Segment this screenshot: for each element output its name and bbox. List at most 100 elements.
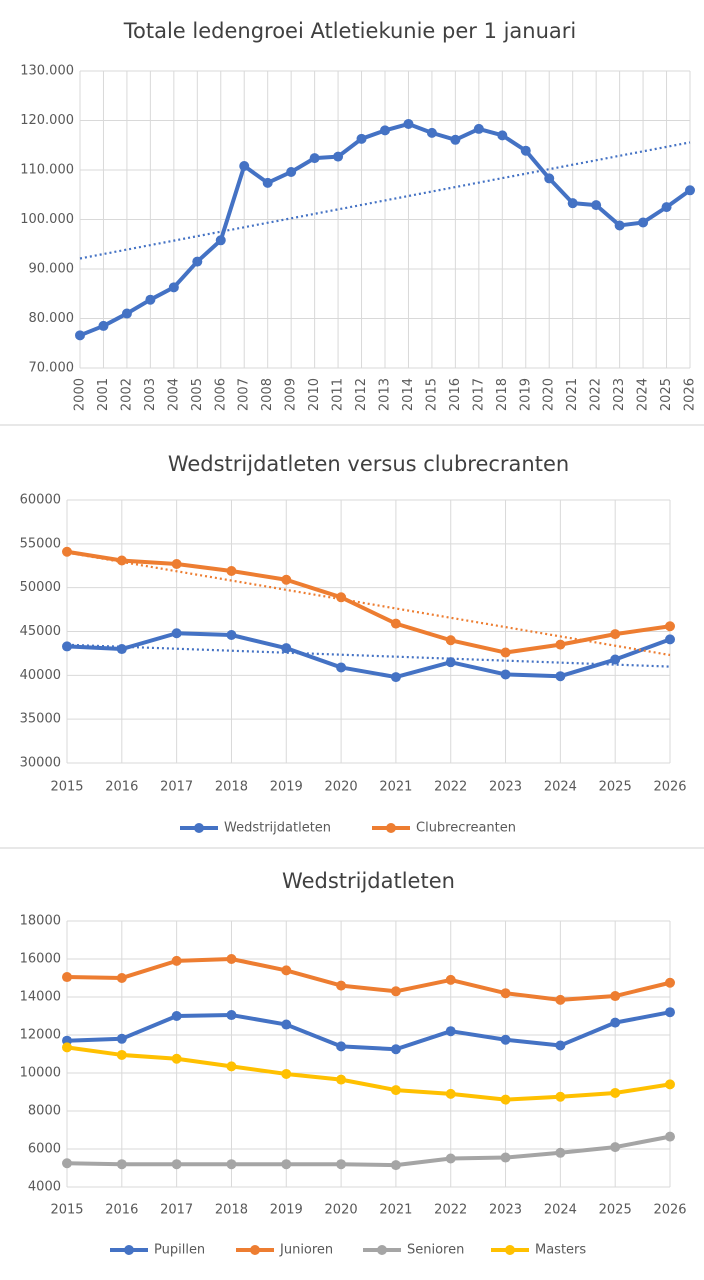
legend-label: Senioren <box>407 1243 464 1258</box>
data-point <box>75 330 85 341</box>
x-tick-label: 2002 <box>119 378 134 411</box>
data-point <box>520 145 531 156</box>
data-point <box>445 635 456 646</box>
data-point <box>192 256 203 267</box>
x-tick-label: 2015 <box>50 780 83 795</box>
data-point <box>116 973 127 983</box>
chart-title: Wedstrijdatleten <box>282 869 455 893</box>
x-tick-label: 2020 <box>542 378 557 411</box>
data-point <box>445 657 456 668</box>
data-point <box>226 630 237 641</box>
trendline <box>66 643 671 668</box>
y-tick-label: 18000 <box>20 914 61 929</box>
series-line <box>66 631 671 680</box>
x-tick-label: 2021 <box>565 378 580 411</box>
data-point <box>336 1159 347 1170</box>
data-point <box>555 1040 566 1051</box>
data-point <box>610 1142 621 1153</box>
data-point <box>555 639 566 650</box>
x-tick-label: 2013 <box>378 378 393 411</box>
x-tick-label: 2026 <box>683 378 698 411</box>
x-tick-label: 2025 <box>599 1203 632 1218</box>
data-point <box>661 202 672 213</box>
series-line <box>66 1045 671 1102</box>
data-point <box>116 555 127 566</box>
data-point <box>356 133 367 144</box>
x-tick-label: 2017 <box>160 1203 193 1218</box>
data-point <box>281 1019 292 1030</box>
legend-swatch-marker <box>377 1245 387 1255</box>
x-tick-label: 2025 <box>659 378 674 411</box>
x-tick-label: 2016 <box>105 780 138 795</box>
x-tick-label: 2008 <box>260 378 275 411</box>
x-tick-label: 2019 <box>518 378 533 411</box>
x-tick-label: 2004 <box>166 378 181 411</box>
data-point <box>171 1053 182 1064</box>
data-point <box>544 173 555 184</box>
y-tick-label: 110.000 <box>20 163 74 178</box>
legend-swatch-marker <box>194 823 204 833</box>
x-tick-label: 2024 <box>544 780 577 795</box>
legend-label: Clubrecreanten <box>416 821 516 836</box>
data-point <box>610 1017 621 1028</box>
legend-swatch-marker <box>250 1245 260 1255</box>
legend-label: Wedstrijdatleten <box>224 821 331 836</box>
data-point <box>171 558 182 569</box>
data-point <box>62 1158 72 1169</box>
y-tick-label: 40000 <box>20 668 61 683</box>
x-tick-label: 2006 <box>213 378 228 411</box>
legend-swatch-marker <box>505 1245 515 1255</box>
data-point <box>445 1088 456 1099</box>
data-point <box>665 1079 675 1090</box>
x-tick-label: 2010 <box>307 378 322 411</box>
data-point <box>62 641 72 652</box>
x-tick-label: 2021 <box>379 780 412 795</box>
x-tick-label: 2012 <box>354 378 369 411</box>
x-tick-label: 2001 <box>96 378 111 411</box>
y-tick-label: 4000 <box>28 1180 61 1195</box>
data-point <box>336 980 347 991</box>
data-point <box>500 669 511 680</box>
data-point <box>281 643 292 654</box>
x-tick-label: 2022 <box>434 780 467 795</box>
chart-title: Wedstrijdatleten versus clubrecranten <box>168 452 569 476</box>
x-tick-label: 2016 <box>105 1203 138 1218</box>
y-tick-label: 35000 <box>20 712 61 727</box>
data-point <box>555 1091 566 1102</box>
data-point <box>336 1041 347 1052</box>
data-point <box>239 161 250 172</box>
data-point <box>610 629 621 640</box>
data-point <box>390 1160 401 1171</box>
y-tick-label: 130.000 <box>20 64 74 79</box>
x-tick-label: 2017 <box>471 378 486 411</box>
y-tick-label: 8000 <box>28 1104 61 1119</box>
legend-label: Masters <box>535 1243 586 1258</box>
data-point <box>500 1094 511 1105</box>
data-point <box>171 955 182 966</box>
x-tick-label: 2015 <box>424 378 439 411</box>
data-point <box>390 1085 401 1096</box>
legend-label: Pupillen <box>154 1243 205 1258</box>
x-tick-label: 2015 <box>50 1203 83 1218</box>
data-point <box>390 986 401 997</box>
y-tick-label: 6000 <box>28 1142 61 1157</box>
y-tick-label: 55000 <box>20 536 61 551</box>
data-point <box>62 546 72 557</box>
data-point <box>685 185 695 196</box>
data-point <box>168 282 179 293</box>
data-point <box>281 965 292 976</box>
x-tick-label: 2017 <box>160 780 193 795</box>
data-point <box>226 566 237 577</box>
trendline <box>66 551 671 657</box>
data-point <box>336 1074 347 1085</box>
y-tick-label: 80.000 <box>29 311 75 326</box>
data-point <box>567 198 578 209</box>
data-point <box>281 574 292 585</box>
data-point <box>116 1159 127 1170</box>
data-point <box>380 125 390 136</box>
data-point <box>215 235 226 246</box>
data-point <box>445 974 456 985</box>
x-tick-label: 2009 <box>284 378 299 411</box>
data-point <box>226 1159 237 1170</box>
data-point <box>665 1131 675 1142</box>
